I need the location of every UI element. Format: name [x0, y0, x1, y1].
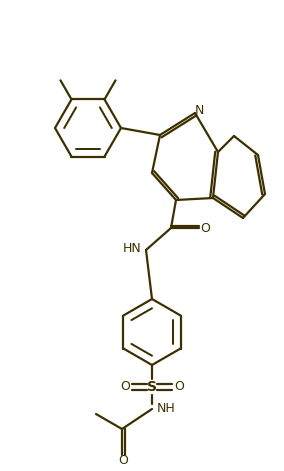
Text: O: O	[120, 381, 130, 393]
Text: O: O	[200, 221, 210, 235]
Text: N: N	[194, 105, 204, 117]
Text: HN: HN	[123, 243, 142, 255]
Text: O: O	[118, 455, 128, 468]
Text: O: O	[174, 381, 184, 393]
Text: S: S	[147, 380, 157, 394]
Text: NH: NH	[157, 403, 176, 415]
